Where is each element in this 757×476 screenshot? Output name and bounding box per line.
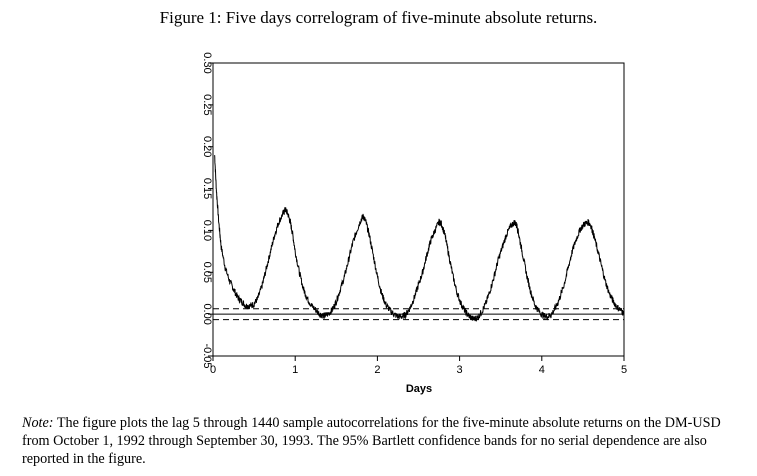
x-tick-label: 4 (539, 364, 545, 376)
chart-axes (212, 62, 625, 357)
x-tick-label: 0 (210, 364, 216, 376)
autocorrelation-line (214, 155, 625, 322)
y-tick-label: 0.15 (201, 178, 213, 199)
y-tick-label: 0.10 (201, 220, 213, 241)
y-tick-label: -0.05 (201, 343, 213, 368)
note-label: Note: (22, 415, 54, 431)
y-tick-label: 0.25 (201, 94, 213, 115)
y-tick-label: 0.05 (201, 262, 213, 283)
figure-note: Note: The figure plots the lag 5 through… (22, 414, 747, 468)
y-tick-label: 0.30 (201, 52, 213, 73)
x-tick-label: 2 (374, 364, 380, 376)
x-tick-label: 5 (621, 364, 627, 376)
correlogram-chart: 0 1 2 3 4 5-0.050.000.050.100.150.200.250.30 … (201, 52, 627, 395)
figure-title: Figure 1: Five days correlogram of five-… (159, 8, 598, 27)
y-tick-label: 0.20 (201, 136, 213, 157)
plot-frame (212, 62, 625, 357)
note-text: The figure plots the lag 5 through 1440 … (22, 415, 721, 467)
series-layer (214, 155, 625, 322)
x-tick-label: 3 (457, 364, 463, 376)
x-tick-label: 1 (292, 364, 298, 376)
y-tick-label: 0.00 (201, 303, 213, 324)
x-axis-label: Days (406, 383, 432, 395)
tick-layer: 0 1 2 3 4 5 -0.05 0.00 0.05 0.10 0.15 0.20 0.25 0.30 (201, 52, 627, 376)
